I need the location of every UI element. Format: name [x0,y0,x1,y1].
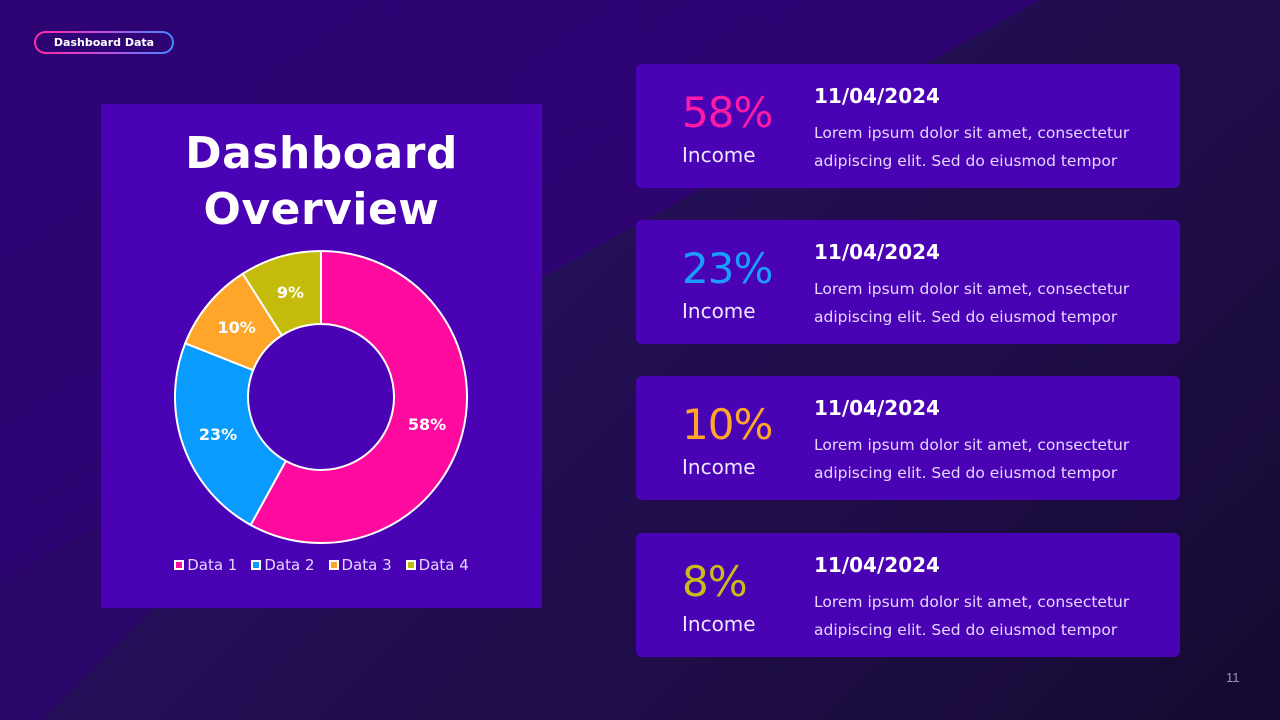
stat-percentage: 10% [682,400,773,449]
legend-label: Data 3 [341,556,392,574]
stat-label: Income [682,299,756,323]
donut-slice-4 [241,249,322,337]
donut-slice-label: 58% [408,415,446,434]
stat-card-1: 58% Income 11/04/2024 Lorem ipsum dolor … [636,64,1180,188]
stat-description-line1: Lorem ipsum dolor sit amet, consectetur [814,280,1130,298]
stat-description: Lorem ipsum dolor sit amet, consectetur … [814,431,1164,487]
donut-slice-1 [249,249,468,544]
stat-description-line1: Lorem ipsum dolor sit amet, consectetur [814,593,1130,611]
stat-description-line1: Lorem ipsum dolor sit amet, consectetur [814,436,1130,454]
donut-slice-2 [174,341,288,527]
stat-description: Lorem ipsum dolor sit amet, consectetur … [814,588,1164,644]
donut-slice-label: 23% [199,425,237,444]
stat-date: 11/04/2024 [814,553,940,577]
stat-description: Lorem ipsum dolor sit amet, consectetur … [814,275,1164,331]
section-tag: Dashboard Data [34,31,174,54]
overview-panel: Dashboard Overview 58% 23% 10% 9% Data 1 Da… [101,104,542,608]
stat-percentage: 8% [682,557,748,606]
donut-chart: 58% 23% 10% 9% [174,249,468,544]
section-tag-label: Dashboard Data [36,33,172,52]
panel-title-line1: Dashboard [185,128,458,179]
stat-card-3: 10% Income 11/04/2024 Lorem ipsum dolor … [636,376,1180,500]
stat-description-line1: Lorem ipsum dolor sit amet, consectetur [814,124,1130,142]
stat-card-4: 8% Income 11/04/2024 Lorem ipsum dolor s… [636,533,1180,657]
stat-label: Income [682,455,756,479]
page-number: 11 [1226,670,1240,685]
legend-item-data-2: Data 2 [251,556,315,574]
stat-label: Income [682,143,756,167]
legend-item-data-4: Data 4 [405,556,469,574]
stat-description-line2: adipiscing elit. Sed do eiusmod tempor [814,308,1118,326]
stat-description-line2: adipiscing elit. Sed do eiusmod tempor [814,621,1118,639]
stat-description-line2: adipiscing elit. Sed do eiusmod tempor [814,152,1118,170]
stat-percentage: 58% [682,88,773,137]
stat-date: 11/04/2024 [814,84,940,108]
chart-legend: Data 1 Data 2 Data 3 Data 4 [101,556,542,574]
legend-label: Data 1 [187,556,238,574]
legend-item-data-3: Data 3 [328,556,392,574]
stat-percentage: 23% [682,244,773,293]
legend-swatch-icon [328,560,339,570]
legend-swatch-icon [405,560,416,570]
stat-card-2: 23% Income 11/04/2024 Lorem ipsum dolor … [636,220,1180,344]
panel-title-line2: Overview [203,184,440,235]
legend-label: Data 2 [264,556,315,574]
stat-date: 11/04/2024 [814,396,940,420]
legend-label: Data 4 [418,556,469,574]
donut-slice-label: 9% [277,283,304,302]
stat-label: Income [682,612,756,636]
stat-description: Lorem ipsum dolor sit amet, consectetur … [814,119,1164,175]
panel-title: Dashboard Overview [101,126,542,238]
legend-item-data-1: Data 1 [174,556,237,574]
stat-description-line2: adipiscing elit. Sed do eiusmod tempor [814,464,1118,482]
legend-swatch-icon [174,560,185,570]
stat-date: 11/04/2024 [814,240,940,264]
legend-swatch-icon [251,560,262,570]
donut-slice-label: 10% [217,318,255,337]
